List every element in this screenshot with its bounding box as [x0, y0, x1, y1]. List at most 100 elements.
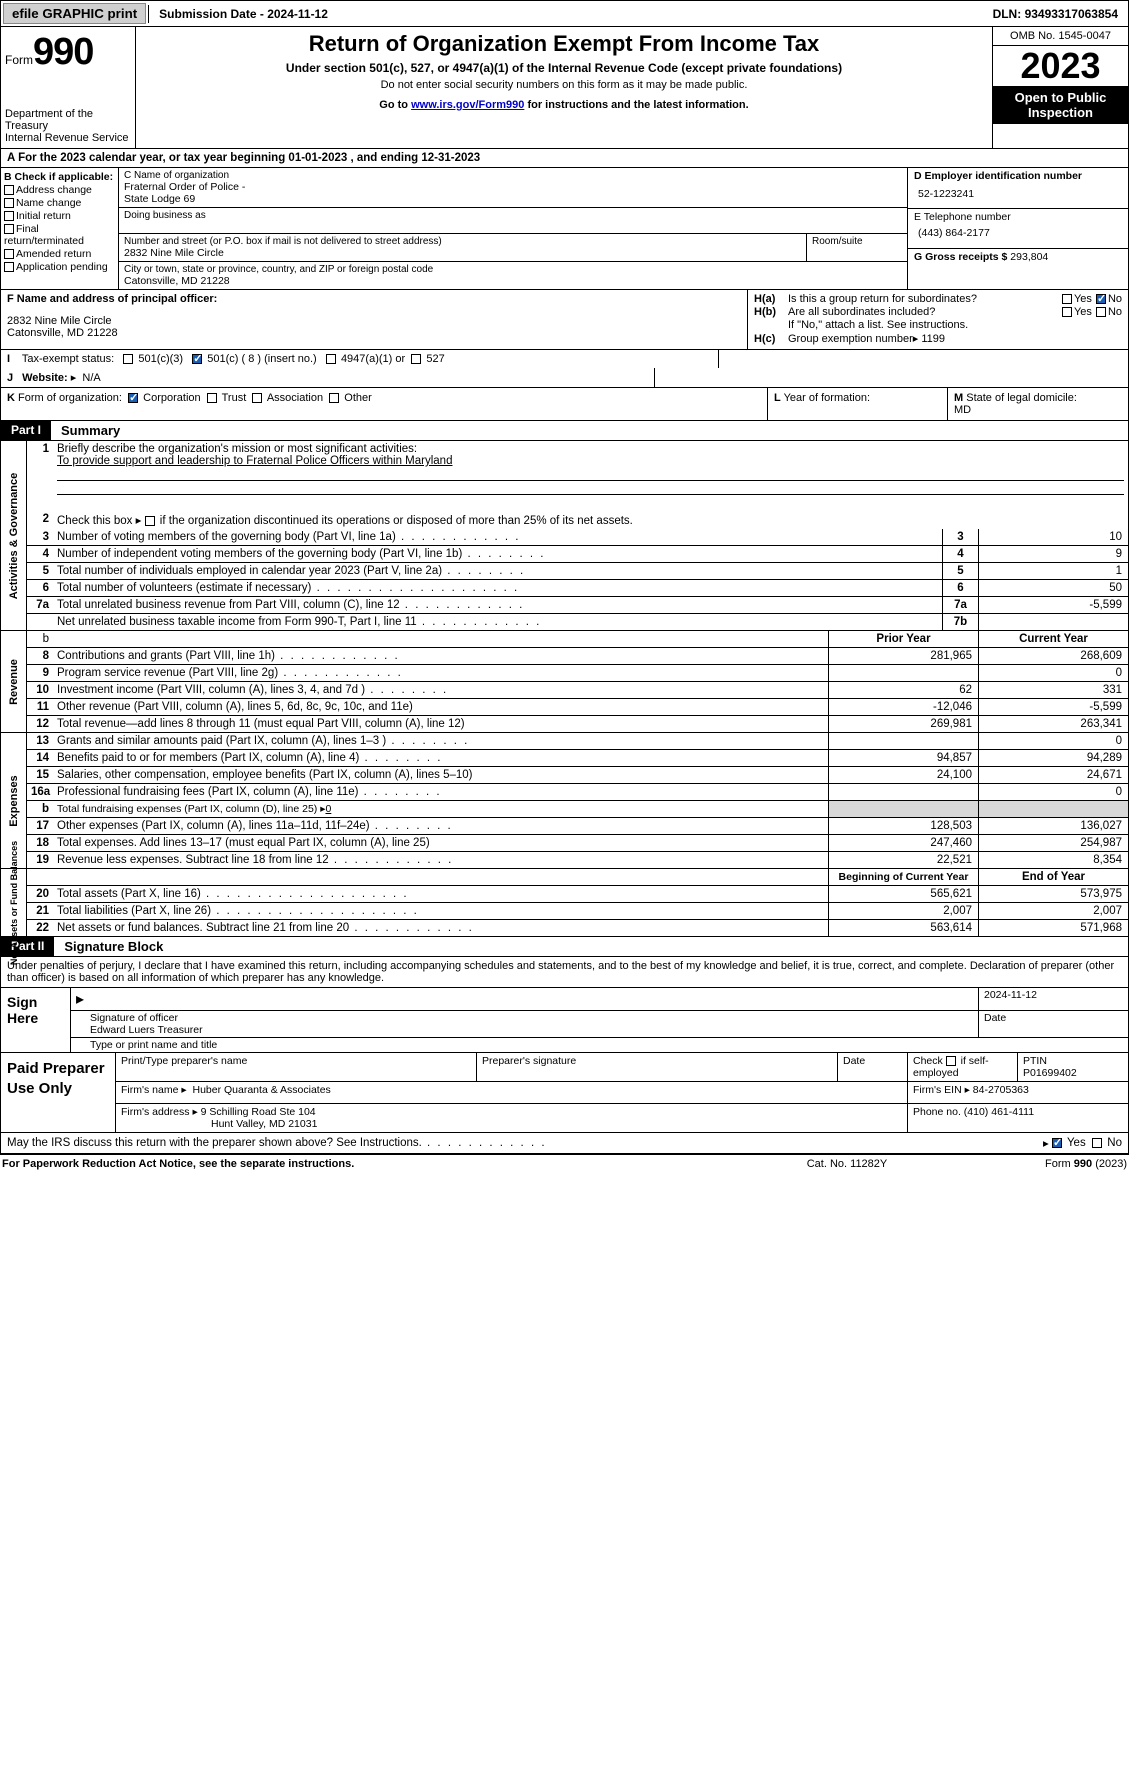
row-desc: Briefly describe the organization's miss…: [53, 441, 1128, 511]
row-desc: Total expenses. Add lines 13–17 (must eq…: [53, 835, 828, 851]
opt-corporation[interactable]: Corporation: [128, 392, 201, 404]
checkbox-icon: [4, 224, 14, 234]
row-num: 16a: [27, 784, 53, 800]
opt-trust[interactable]: Trust: [207, 392, 247, 404]
checkbox-icon[interactable]: [145, 516, 155, 526]
part-2-header: Part II Signature Block: [0, 937, 1129, 957]
form-number-value: 990: [33, 31, 93, 74]
row-num: 4: [27, 546, 53, 562]
org-name-2: State Lodge 69: [124, 193, 902, 205]
row-num: 6: [27, 580, 53, 596]
row-20: 20 Total assets (Part X, line 16) 565,62…: [27, 886, 1128, 903]
opt-other[interactable]: Other: [329, 392, 372, 404]
footer-cat-no: Cat. No. 11282Y: [747, 1158, 947, 1170]
col-prior: [828, 784, 978, 800]
efile-print-button[interactable]: efile GRAPHIC print: [3, 3, 146, 24]
row-desc: Total number of individuals employed in …: [53, 563, 942, 579]
box-num: 7b: [942, 614, 978, 630]
irs-discuss-text: May the IRS discuss this return with the…: [7, 1137, 1043, 1149]
yes-label: Yes: [1074, 293, 1092, 305]
col-curr: 24,671: [978, 767, 1128, 783]
date-box: Date: [978, 1011, 1128, 1037]
ein-hint: D Employer identification number: [914, 170, 1122, 182]
h-a-no[interactable]: No: [1096, 293, 1122, 305]
arrow-icon: ▸: [1043, 1136, 1049, 1150]
h-c-text: Group exemption number: [788, 333, 913, 345]
dln-value: 93493317063854: [1025, 7, 1118, 21]
opt-501c3[interactable]: 501(c)(3): [123, 353, 183, 365]
submission-date: Submission Date - 2024-11-12: [148, 5, 338, 23]
h-ptin: PTIN P01699402: [1018, 1053, 1128, 1081]
row-num: 19: [27, 852, 53, 868]
box-num: 7a: [942, 597, 978, 613]
form-number: Form 990: [5, 31, 131, 74]
checkbox-icon: [1092, 1138, 1102, 1148]
org-name-hint: C Name of organization: [124, 170, 902, 181]
date-hint: Date: [984, 1012, 1123, 1024]
opt-application-pending[interactable]: Application pending: [4, 261, 115, 273]
h-b-yes[interactable]: Yes: [1062, 306, 1092, 318]
irs-discuss-no[interactable]: No: [1092, 1137, 1122, 1149]
row-desc: Total liabilities (Part X, line 26): [53, 903, 828, 919]
dln-label: DLN:: [993, 7, 1025, 21]
side-label-revenue: Revenue: [1, 631, 27, 732]
street-value: 2832 Nine Mile Circle: [124, 247, 801, 259]
year-formation: L Year of formation:: [768, 388, 948, 420]
h-b-no[interactable]: No: [1096, 306, 1122, 318]
firm-name-value: Huber Quaranta & Associates: [192, 1084, 330, 1096]
firm-ein-value: 84-2705363: [973, 1084, 1029, 1096]
opt-address-change[interactable]: Address change: [4, 184, 115, 196]
mission-line: [57, 495, 1124, 509]
dept-line-1: Department of the Treasury: [5, 108, 131, 132]
opt-initial-return[interactable]: Initial return: [4, 210, 115, 222]
opt-final-return[interactable]: Final return/terminated: [4, 223, 115, 247]
h-a-yes[interactable]: Yes: [1062, 293, 1092, 305]
opt-4947[interactable]: 4947(a)(1) or: [326, 353, 405, 365]
footer-form-num: 990: [1074, 1158, 1092, 1170]
row-desc: Total unrelated business revenue from Pa…: [53, 597, 942, 613]
opt-label: 4947(a)(1) or: [341, 353, 405, 365]
opt-label: Corporation: [143, 392, 200, 404]
row-22: 22 Net assets or fund balances. Subtract…: [27, 920, 1128, 936]
checkbox-icon: [4, 211, 14, 221]
opt-association[interactable]: Association: [252, 392, 323, 404]
opt-label: Trust: [222, 392, 247, 404]
row-desc: Total fundraising expenses (Part IX, col…: [53, 801, 828, 817]
opt-label: 527: [426, 353, 444, 365]
side-label-ag: Activities & Governance: [1, 441, 27, 630]
box-val: 50: [978, 580, 1128, 596]
k-label: Form of organization:: [18, 392, 122, 404]
h-b-note: If "No," attach a list. See instructions…: [754, 319, 1122, 331]
m-key: M: [954, 392, 963, 404]
col-curr: 136,027: [978, 818, 1128, 834]
state-domicile: M State of legal domicile: MD: [948, 388, 1128, 420]
submission-date-value: 2024-11-12: [267, 7, 328, 21]
officer-addr-2: Catonsville, MD 21228: [7, 327, 741, 339]
summary-expenses: Expenses 13 Grants and similar amounts p…: [0, 733, 1129, 869]
opt-amended-return[interactable]: Amended return: [4, 248, 115, 260]
checkbox-icon: [4, 262, 14, 272]
row-13: 13 Grants and similar amounts paid (Part…: [27, 733, 1128, 750]
opt-501c[interactable]: 501(c) ( 8 ) (insert no.): [192, 353, 316, 365]
row-num: 5: [27, 563, 53, 579]
col-curr: 8,354: [978, 852, 1128, 868]
part-1-tag: Part I: [1, 421, 51, 440]
part-1-title: Summary: [51, 421, 130, 440]
opt-527[interactable]: 527: [411, 353, 444, 365]
opt-name-change[interactable]: Name change: [4, 197, 115, 209]
checkbox-icon: [1096, 307, 1106, 317]
col-curr: 0: [978, 784, 1128, 800]
irs-discuss-yes[interactable]: Yes: [1052, 1137, 1086, 1149]
row-num: 14: [27, 750, 53, 766]
checkbox-icon: [123, 354, 133, 364]
officer-addr-1: 2832 Nine Mile Circle: [7, 315, 741, 327]
irs-link[interactable]: www.irs.gov/Form990: [411, 99, 524, 111]
col-curr: 571,968: [978, 920, 1128, 936]
side-label-text: Activities & Governance: [8, 472, 20, 599]
col-curr: 268,609: [978, 648, 1128, 664]
checkbox-icon[interactable]: [946, 1056, 956, 1066]
col-prior: 94,857: [828, 750, 978, 766]
empty-cell: [655, 368, 1128, 387]
ein-value: 52-1223241: [914, 188, 1122, 200]
row-11: 11 Other revenue (Part VIII, column (A),…: [27, 699, 1128, 716]
